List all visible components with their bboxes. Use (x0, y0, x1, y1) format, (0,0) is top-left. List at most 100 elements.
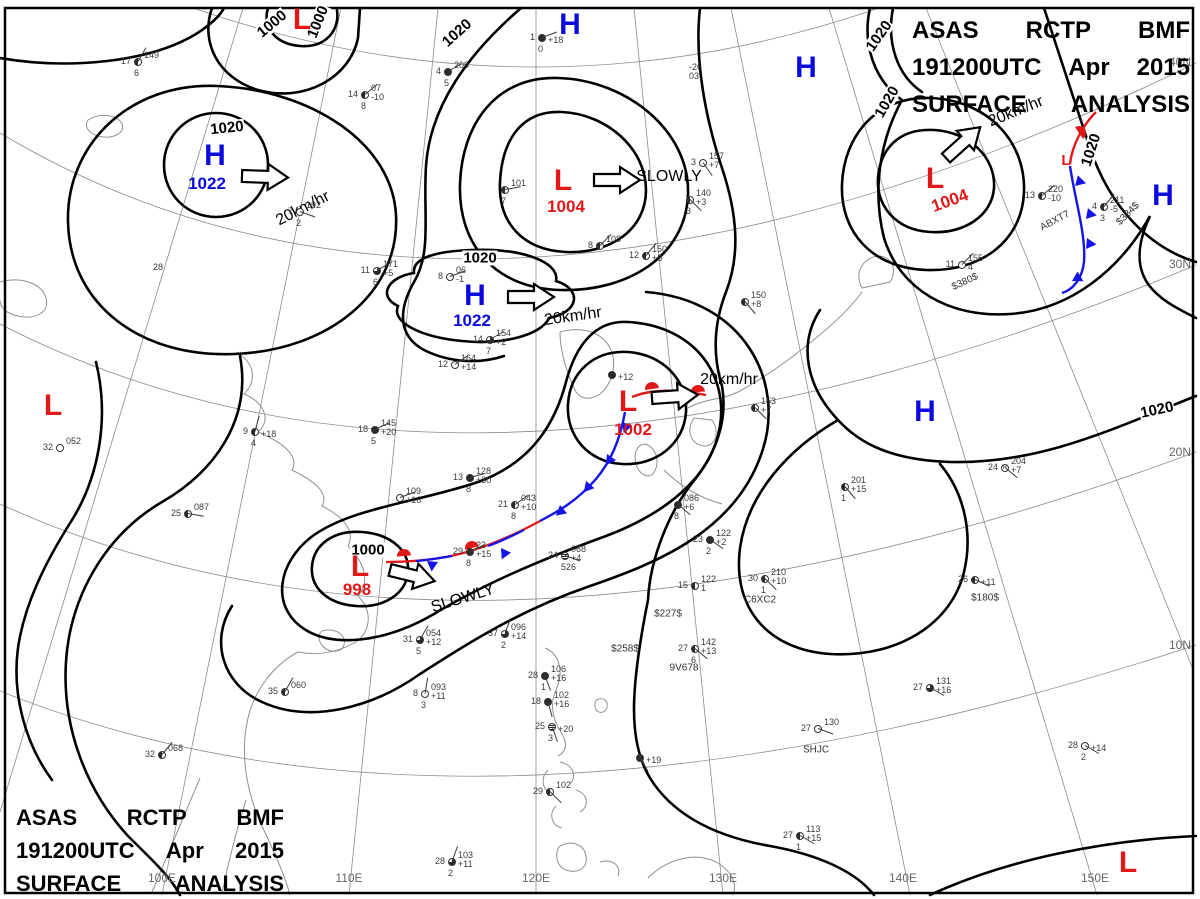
movement-speed-label: SLOWLY (636, 168, 702, 185)
title-word: SURFACE (16, 871, 122, 896)
station-value: 3 (1100, 213, 1106, 223)
title-line: ASAS RCTP BMF (912, 12, 1190, 49)
stationary-front-to-low-998 (385, 520, 541, 572)
pressure-center-value: 998 (342, 580, 372, 599)
station-value: 24 (987, 462, 998, 472)
station-value: 209 (454, 60, 470, 70)
station-value: 30 (747, 573, 758, 583)
station-value: 7 (486, 346, 492, 356)
station-value: 2 (501, 640, 507, 650)
station-value: 32 (144, 749, 155, 759)
station-cloud-cover-icon (642, 252, 650, 260)
title-line: ASAS RCTP BMF (16, 801, 284, 834)
station-value: 7 (501, 196, 507, 206)
station-cloud-cover-icon (451, 361, 459, 369)
pressure-center-value: 1022 (453, 311, 491, 330)
title-word: RCTP (1025, 17, 1092, 44)
station-value: +16 (551, 673, 567, 683)
station-value: 29 (452, 546, 463, 556)
station-cloud-cover-icon (466, 474, 474, 482)
longitude-label: 150E (1080, 871, 1110, 885)
longitude-label: 110E (335, 871, 363, 885)
station-value: 3 (548, 733, 554, 743)
station-value: 211 (1110, 195, 1125, 205)
station-value: +11 (458, 859, 473, 869)
station-code-label: $180$ (971, 592, 999, 604)
title-block-bottom-left: ASAS RCTP BMF 191200UTC Apr 2015 SURFACE ANAL… (16, 801, 284, 899)
title-word: Apr (1068, 54, 1110, 81)
station-code-label: $227$ (654, 608, 682, 620)
latitude-label: 40N (1168, 55, 1192, 69)
station-code-label: $380$ (950, 271, 980, 293)
station-value: +14 (461, 362, 477, 372)
station-cloud-cover-icon (691, 582, 699, 590)
station-value: +15 (806, 833, 822, 843)
pressure-center-value: 1004 (547, 197, 585, 216)
station-value: 142 (701, 637, 717, 647)
isobar-value-label: 1020 (438, 15, 476, 51)
station-value: 4 (435, 66, 441, 76)
isobar (401, 6, 523, 363)
station-value: 35 (267, 686, 278, 696)
station-value: +16 (936, 685, 952, 695)
cold-front-southwest-of-low-1002 (539, 411, 633, 523)
station-value: 03 (689, 71, 700, 81)
station-value: 164 (461, 353, 477, 363)
isobar (737, 418, 969, 656)
station-cloud-cover-icon (466, 548, 474, 556)
station-value: 220 (1048, 184, 1064, 194)
station-cloud-cover-icon (958, 261, 966, 269)
low-pressure-center: L (618, 385, 638, 418)
station-value: 5 (444, 78, 450, 88)
movement-speed-label: 20km/hr (543, 304, 603, 329)
station-cloud-cover-icon (1038, 192, 1046, 200)
station-value: 2 (296, 218, 302, 228)
station-value: 128 (476, 466, 492, 476)
station-value: +16 (406, 495, 422, 505)
title-word: BMF (1138, 17, 1190, 44)
isobar-value-label: 1020 (871, 82, 903, 122)
isobar (840, 96, 1026, 272)
station-value: +15 (851, 484, 867, 494)
station-value: 13 (1024, 190, 1035, 200)
station-value: 153 (761, 396, 777, 406)
map-border (3, 6, 1195, 895)
station-cloud-cover-icon (56, 444, 64, 452)
station-value: 11 (360, 265, 370, 275)
station-value: +19 (646, 755, 662, 765)
station-value: 526 (561, 562, 577, 572)
station-cloud-cover-icon (371, 426, 379, 434)
station-cloud-cover-icon (511, 501, 519, 509)
station-value: 4 (251, 438, 257, 448)
station-cloud-cover-icon (361, 91, 369, 99)
title-word: ANALYSIS (1070, 91, 1190, 118)
station-value: 8 (412, 688, 418, 698)
isobar-value-label: 1000 (253, 6, 291, 42)
title-word: 191200UTC (16, 838, 135, 863)
station-value: +7 (761, 405, 772, 415)
station-value: +8 (652, 253, 663, 263)
longitude-label: 130E (708, 871, 738, 885)
wind-barb-icon (549, 791, 562, 804)
movement-speed-label: 20km/hr (700, 371, 758, 388)
station-value: 31 (402, 634, 413, 644)
title-word: ANALYSIS (174, 871, 284, 896)
station-value: 1 (796, 842, 802, 852)
station-value: 28 (434, 856, 445, 866)
station-value: +10 (521, 502, 537, 512)
isobar-value-label: 1020 (1138, 398, 1176, 422)
station-value: 150 (652, 244, 668, 254)
station-value: 37 (487, 628, 498, 638)
station-value: 8 (437, 271, 443, 281)
isobar-value-label: 1020 (462, 249, 498, 267)
movement-speed-label: SLOWLY (429, 580, 497, 617)
station-value: 093 (431, 682, 447, 692)
pressure-center-value: 1022 (188, 174, 226, 193)
station-value: 29 (532, 786, 543, 796)
station-value: 2 (706, 546, 712, 556)
station-value: 21 (497, 499, 508, 509)
title-block-top-right: ASAS RCTP BMF 191200UTC Apr 2015 SURFACE ANAL… (912, 12, 1190, 123)
station-code-label: 9V678 (669, 662, 699, 674)
station-value: 8 (361, 101, 367, 111)
